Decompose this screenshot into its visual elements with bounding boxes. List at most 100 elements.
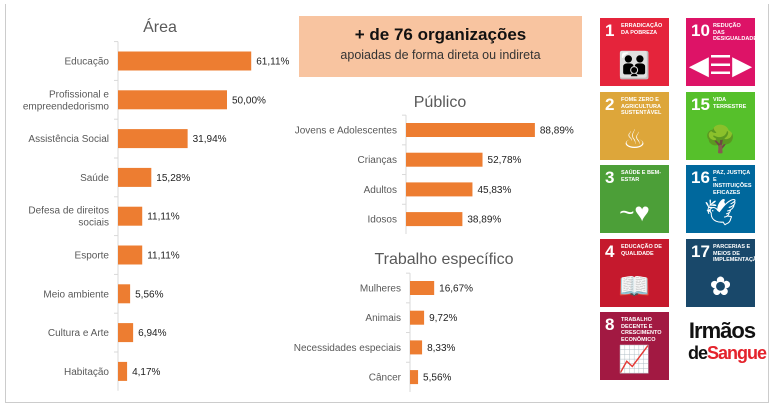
sdg-tile-3: 3 Saúde e bem-estar ~♥ [600, 165, 669, 233]
bar [410, 370, 419, 385]
chart-title: Trabalho específico [374, 251, 513, 268]
sdg-tile-4: 4 Educação de qualidade 📖 [600, 239, 669, 307]
sdg-tile-1: 1 Erradicação da pobreza 👪 [600, 18, 669, 86]
sdg-title: Erradicação da pobreza [621, 23, 663, 36]
data-label: 16,67% [439, 284, 473, 295]
logo-line2: deSangue [688, 342, 767, 364]
category-label: Educação [65, 57, 110, 68]
sdg-number: 10 [691, 21, 710, 40]
data-label: 8,33% [427, 343, 455, 354]
bar [406, 123, 535, 137]
rings-icon: ✿ [709, 271, 732, 301]
tree-icon: 🌳 [704, 124, 737, 154]
data-label: 5,56% [135, 289, 163, 300]
data-label: 31,94% [193, 134, 227, 145]
bar [406, 152, 483, 167]
category-label: Mulheres [360, 284, 401, 295]
bar [118, 167, 152, 187]
logo-sangue: Sangue [707, 343, 767, 363]
category-label: Animais [365, 313, 401, 324]
sdg-number: 16 [691, 168, 710, 187]
data-label: 6,94% [138, 328, 166, 339]
data-label: 50,00% [232, 95, 266, 106]
dove-icon: 🕊 [703, 197, 737, 227]
heartbeat-icon: ~♥ [619, 197, 650, 227]
bar [118, 284, 131, 304]
logo-line1: Irmãos [688, 318, 756, 343]
data-label: 15,28% [156, 173, 190, 184]
sdg-number: 4 [605, 242, 615, 261]
bar [118, 51, 252, 71]
bar [118, 129, 188, 149]
category-label: empreendedorismo [23, 101, 110, 112]
category-label: sociais [78, 218, 109, 229]
category-label: Habitação [64, 367, 109, 378]
category-label: Defesa de direitos [28, 206, 109, 217]
growth-chart-icon: 📈 [618, 344, 651, 374]
bar [118, 323, 134, 343]
category-label: Saúde [80, 173, 109, 184]
data-label: 88,89% [540, 126, 574, 137]
sdg-number: 17 [691, 242, 710, 261]
data-label: 52,78% [488, 155, 522, 166]
bar [410, 281, 435, 295]
summary-subtitle: apoiadas de forma direta ou indireta [340, 48, 541, 62]
bar [118, 206, 143, 226]
sdg-tile-17: 17Parcerias e meios de implementação ✿ [686, 239, 755, 307]
bar [118, 245, 143, 265]
category-label: Meio ambiente [43, 289, 109, 300]
logo-de: de [688, 343, 708, 363]
category-label: Adultos [364, 185, 397, 196]
sdg-tile-16: 16 Paz, justiça e instituições eficazes 🕊 [686, 165, 755, 233]
bar [118, 90, 227, 110]
sdg-title: Parcerias e meios de implementação [713, 244, 755, 263]
category-label: Assistência Social [28, 134, 109, 145]
data-label: 4,17% [132, 367, 160, 378]
sdg-title: Vida terrestre [713, 97, 747, 110]
sdg-title: Trabalho decente e crescimento econômico [621, 317, 662, 343]
bar [410, 340, 423, 355]
category-label: Cultura e Arte [48, 328, 110, 339]
data-label: 11,11% [147, 251, 180, 262]
data-label: 38,89% [467, 215, 501, 226]
summary-banner: + de 76 organizações apoiadas de forma d… [299, 16, 582, 77]
sdg-title: Fome zero e agricultura sustentável [621, 97, 662, 116]
category-label: Câncer [369, 373, 402, 384]
sdg-number: 1 [605, 21, 615, 40]
category-label: Jovens e Adolescentes [295, 126, 397, 137]
bar [406, 182, 473, 197]
equality-arrows-icon: ◀☰▶ [688, 50, 753, 80]
bowl-icon: ♨ [622, 124, 647, 154]
sdg-tile-15: 15 Vida terrestre 🌳 [686, 92, 755, 160]
family-icon: 👪 [618, 50, 651, 80]
chart-title: Público [414, 94, 467, 111]
data-label: 45,83% [477, 185, 511, 196]
category-label: Profissional e [49, 89, 109, 100]
charts-canvas: Área 61,11% Educação 50,00% Profissional eem… [23, 17, 574, 392]
irmaos-de-sangue-logo: Irmãos deSangue [688, 318, 767, 364]
sdg-number: 3 [605, 168, 615, 187]
sdg-title: Redução das desigualdades [713, 23, 755, 42]
sdg-number: 2 [605, 95, 615, 114]
book-icon: 📖 [618, 271, 651, 301]
sdg-title: Saúde e bem-estar [621, 170, 662, 183]
sdg-tile-8: 8 Trabalho decente e crescimento econômic… [600, 312, 669, 380]
data-label: 9,72% [429, 313, 457, 324]
chart-title: Área [143, 17, 177, 36]
page-frame [5, 4, 769, 403]
bar [118, 361, 128, 381]
bar [410, 310, 425, 325]
category-label: Necessidades especiais [294, 343, 401, 354]
summary-title: + de 76 organizações [354, 25, 527, 44]
sdg-tile-2: 2 Fome zero e agricultura sustentável ♨ [600, 92, 669, 160]
data-label: 11,11% [147, 212, 180, 223]
data-label: 5,56% [423, 373, 451, 384]
category-label: Idosos [368, 215, 397, 226]
data-label: 61,11% [256, 57, 289, 68]
sdg-tile-10: 10Redução das desigualdades ◀☰▶ [686, 18, 755, 86]
sdg-title: Paz, justiça e instituições eficazes [713, 170, 752, 196]
bar [406, 212, 463, 227]
category-label: Esporte [75, 251, 110, 262]
sdg-title: Educação de qualidade [621, 244, 662, 257]
sdg-number: 15 [691, 95, 710, 114]
